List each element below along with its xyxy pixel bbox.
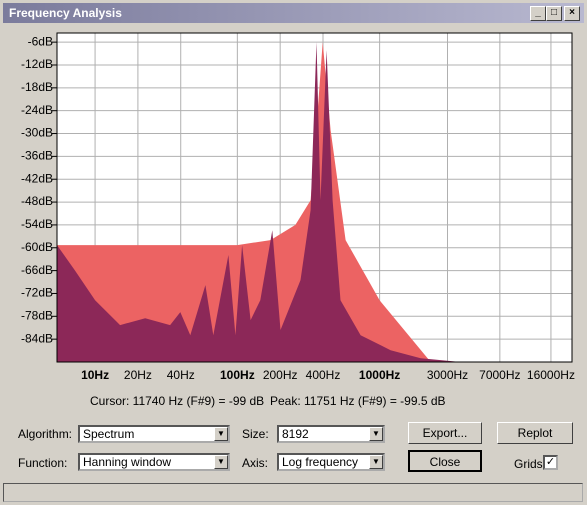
axis-select[interactable]: Log frequency ▼	[277, 453, 385, 471]
dropdown-arrow: ▼	[214, 455, 228, 469]
y-tick-label: -24dB	[21, 103, 53, 117]
chart: 10Hz 20Hz 40Hz 100Hz 200Hz 400Hz 1000Hz 3000Hz 7…	[21, 32, 575, 382]
y-tick-label: -60dB	[21, 240, 53, 254]
x-tick-label: 40Hz	[167, 368, 195, 382]
close-button[interactable]: Close	[408, 450, 482, 472]
cursor-text: Cursor: 11740 Hz (F#9) = -99 dB	[90, 394, 265, 408]
grids-label: Grids	[514, 457, 543, 471]
x-tick-label: 100Hz	[220, 368, 255, 382]
x-tick-label: 20Hz	[124, 368, 152, 382]
replot-button[interactable]: Replot	[497, 422, 573, 444]
y-tick-label: -66dB	[21, 263, 53, 277]
peak-text: Peak: 11751 Hz (F#9) = -99.5 dB	[270, 394, 446, 408]
axis-label: Axis:	[242, 456, 269, 470]
grids-checkbox[interactable]: ✓	[543, 455, 558, 470]
x-tick-label: 7000Hz	[479, 368, 520, 382]
dropdown-arrow: ▼	[369, 427, 383, 441]
y-tick-label: -48dB	[21, 194, 53, 208]
x-tick-label: 400Hz	[306, 368, 341, 382]
close-window[interactable]: ×	[564, 6, 580, 21]
x-tick-label: 3000Hz	[427, 368, 468, 382]
plot-frame	[56, 32, 573, 363]
size-label: Size:	[242, 427, 269, 441]
dropdown-arrow: ▼	[369, 455, 383, 469]
dropdown-arrow: ▼	[214, 427, 228, 441]
size-select[interactable]: 8192 ▼	[277, 425, 385, 443]
y-tick-label: -72dB	[21, 286, 53, 300]
y-tick-label: -30dB	[21, 126, 53, 140]
function-value: Hanning window	[83, 455, 172, 469]
y-tick-label: -18dB	[21, 80, 53, 94]
y-tick-label: -12dB	[21, 57, 53, 71]
y-tick-label: -84dB	[21, 331, 53, 345]
spectrum-area	[57, 42, 461, 362]
algorithm-select[interactable]: Spectrum ▼	[78, 425, 230, 443]
window-title: Frequency Analysis	[9, 6, 122, 20]
x-tick-label: 16000Hz	[527, 368, 575, 382]
x-tick-label: 1000Hz	[359, 368, 400, 382]
minimize[interactable]: _	[530, 6, 546, 21]
size-value: 8192	[282, 427, 309, 441]
export-button[interactable]: Export...	[408, 422, 482, 444]
function-select[interactable]: Hanning window ▼	[78, 453, 230, 471]
y-tick-label: -6dB	[28, 34, 53, 48]
x-tick-label: 200Hz	[263, 368, 298, 382]
function-label: Function:	[18, 456, 68, 470]
algorithm-label: Algorithm:	[18, 427, 73, 441]
algorithm-value: Spectrum	[83, 427, 135, 441]
title-bar: Frequency Analysis _ □ ×	[3, 3, 584, 23]
axis-value: Log frequency	[282, 455, 359, 469]
status-bar	[3, 483, 583, 502]
x-tick-label: 10Hz	[81, 368, 109, 382]
y-tick-label: -54dB	[21, 217, 53, 231]
y-tick-label: -78dB	[21, 308, 53, 322]
maximize[interactable]: □	[546, 6, 562, 21]
y-tick-label: -36dB	[21, 149, 53, 163]
y-tick-label: -42dB	[21, 171, 53, 185]
